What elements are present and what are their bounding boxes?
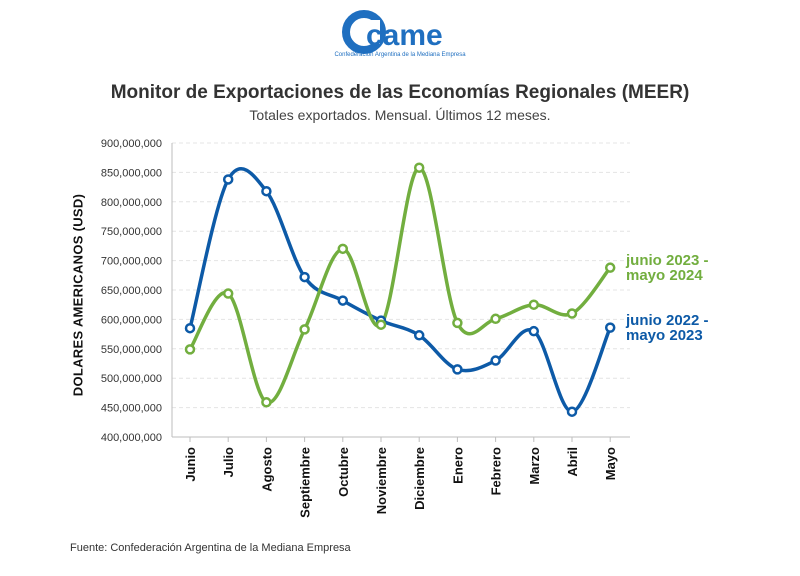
data-point (337, 295, 349, 306)
data-point (375, 319, 387, 330)
x-tick-label: Diciembre (412, 447, 427, 510)
data-point (184, 322, 196, 334)
chart-title: Monitor de Exportaciones de las Economía… (110, 82, 690, 103)
x-tick-label: Febrero (489, 447, 504, 495)
series-line (188, 165, 612, 405)
data-point (413, 330, 425, 341)
data-point (452, 317, 463, 329)
data-point (566, 406, 578, 417)
x-tick-label: Mayo (603, 447, 618, 480)
y-tick-label: 550,000,000 (101, 344, 162, 356)
logo-text: came (366, 19, 443, 52)
y-tick-label: 750,000,000 (101, 226, 162, 238)
y-tick-label: 800,000,000 (101, 197, 162, 209)
series-label-2023-2024: junio 2023 - mayo 2024 (626, 253, 709, 283)
series-label-line: junio 2023 - (626, 252, 709, 269)
series-label-line: mayo 2023 (626, 327, 703, 344)
data-point (261, 397, 272, 408)
x-tick-label: Octubre (336, 447, 351, 497)
source-note: Fuente: Confederación Argentina de la Me… (70, 542, 351, 554)
y-tick-label: 450,000,000 (101, 403, 162, 415)
data-point (261, 185, 272, 197)
y-tick-label: 400,000,000 (101, 432, 162, 444)
series-label-line: mayo 2024 (626, 267, 703, 284)
x-tick-label: Agosto (259, 447, 274, 492)
data-point (299, 271, 310, 283)
series-label-line: junio 2022 - (626, 312, 709, 329)
data-point (490, 313, 501, 325)
y-tick-label: 900,000,000 (101, 138, 162, 150)
x-tick-label: Enero (450, 447, 465, 484)
data-point (413, 162, 425, 173)
came-logo: came (342, 10, 443, 54)
series-line (188, 167, 612, 414)
data-point (222, 174, 234, 185)
data-point (299, 324, 310, 335)
x-tick-label: Septiembre (298, 447, 313, 518)
x-tick-label: Marzo (527, 447, 542, 485)
y-tick-label: 650,000,000 (101, 285, 162, 297)
data-point (337, 243, 349, 255)
logo-subtitle: Confederación Argentina de la Mediana Em… (334, 52, 466, 58)
data-point (604, 262, 616, 273)
data-point (184, 344, 196, 355)
x-tick-label: Abril (565, 447, 580, 477)
y-tick-label: 500,000,000 (101, 373, 162, 385)
y-tick-label: 700,000,000 (101, 256, 162, 268)
x-tick-label: Julio (221, 447, 236, 477)
y-tick-label: 850,000,000 (101, 167, 162, 179)
x-tick-label: Junio (183, 447, 198, 482)
x-tick-label: Noviembre (374, 447, 389, 514)
chart-subtitle: Totales exportados. Mensual. Últimos 12 … (249, 107, 551, 123)
data-point (452, 364, 463, 375)
data-point (222, 288, 234, 299)
data-point (490, 355, 501, 366)
data-point (604, 322, 616, 333)
series-label-2022-2023: junio 2022 - mayo 2023 (626, 313, 709, 343)
data-point (566, 308, 578, 319)
data-point (528, 325, 540, 337)
data-point (528, 299, 540, 310)
y-tick-label: 600,000,000 (101, 314, 162, 326)
